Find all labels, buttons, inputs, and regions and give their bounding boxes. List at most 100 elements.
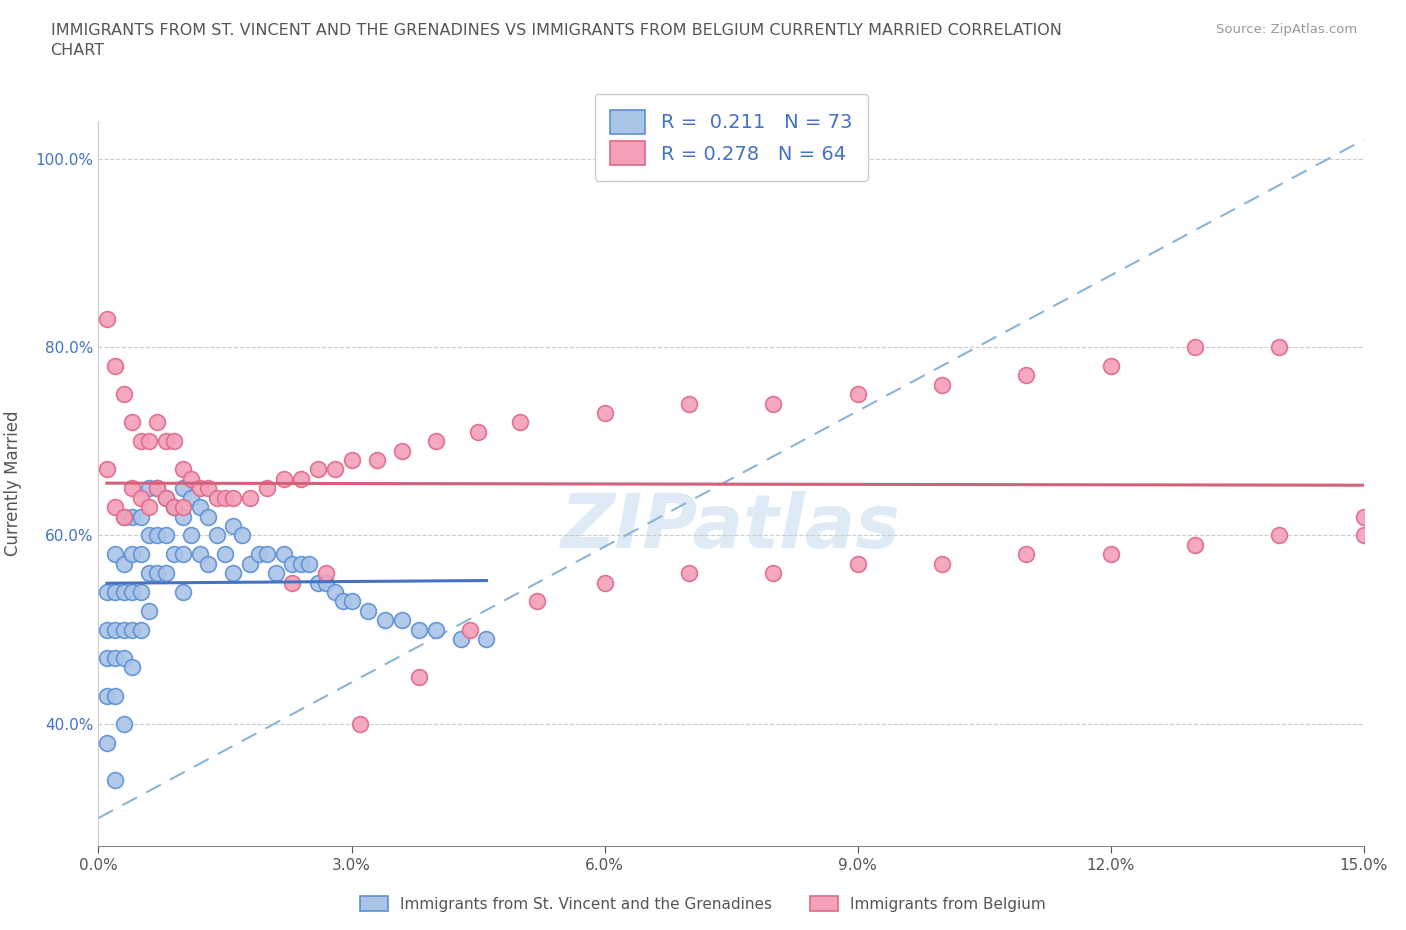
Point [307,462,329,477]
Point [155,565,177,580]
Point [222,490,245,505]
Point [281,556,304,571]
Point [104,499,127,514]
Point [256,547,278,562]
Point [307,575,329,590]
Point [458,622,481,637]
Point [425,433,447,448]
Point [180,490,202,505]
Point [332,594,354,609]
Point [129,584,152,599]
Point [846,387,869,402]
Point [121,481,143,496]
Point [96,688,118,703]
Point [205,528,228,543]
Point [1353,509,1375,524]
Point [846,556,869,571]
Point [96,622,118,637]
Point [323,462,346,477]
Point [509,415,531,430]
Point [104,358,127,373]
Point [138,433,160,448]
Point [222,565,245,580]
Point [121,660,143,675]
Point [315,575,337,590]
Text: IMMIGRANTS FROM ST. VINCENT AND THE GRENADINES VS IMMIGRANTS FROM BELGIUM CURREN: IMMIGRANTS FROM ST. VINCENT AND THE GREN… [51,23,1062,58]
Point [205,490,228,505]
Point [129,509,152,524]
Point [146,415,169,430]
Point [214,547,236,562]
Point [273,547,295,562]
Point [138,565,160,580]
Point [290,556,312,571]
Point [188,547,211,562]
Point [138,499,160,514]
Point [96,462,118,477]
Point [264,565,287,580]
Point [931,556,953,571]
Point [239,490,262,505]
Point [129,547,152,562]
Point [1015,547,1038,562]
Point [197,509,219,524]
Point [146,481,169,496]
Point [315,565,337,580]
Point [104,688,127,703]
Point [593,405,616,420]
Point [112,584,135,599]
Point [214,490,236,505]
Point [256,481,278,496]
Point [112,650,135,665]
Point [357,604,380,618]
Point [121,584,143,599]
Point [155,433,177,448]
Point [391,444,413,458]
Point [1268,528,1291,543]
Text: ZIPatlas: ZIPatlas [561,491,901,564]
Point [180,472,202,486]
Point [374,613,396,628]
Point [408,622,430,637]
Point [678,396,700,411]
Point [129,622,152,637]
Point [197,481,219,496]
Point [112,622,135,637]
Point [155,490,177,505]
Point [762,396,785,411]
Point [172,547,194,562]
Point [340,453,363,468]
Point [112,556,135,571]
Point [340,594,363,609]
Point [96,736,118,751]
Point [112,509,135,524]
Point [1184,339,1206,354]
Y-axis label: Currently Married: Currently Married [4,411,21,556]
Point [104,547,127,562]
Point [273,472,295,486]
Point [163,499,186,514]
Point [138,481,160,496]
Point [467,424,489,439]
Point [526,594,548,609]
Point [425,622,447,637]
Point [121,547,143,562]
Point [121,622,143,637]
Point [163,433,186,448]
Point [155,490,177,505]
Point [298,556,321,571]
Text: Source: ZipAtlas.com: Source: ZipAtlas.com [1216,23,1357,36]
Point [104,773,127,788]
Point [172,499,194,514]
Point [349,716,371,731]
Point [129,490,152,505]
Point [146,565,169,580]
Point [146,528,169,543]
Point [593,575,616,590]
Point [281,575,304,590]
Point [104,584,127,599]
Point [1268,339,1291,354]
Point [450,631,472,646]
Point [188,481,211,496]
Point [121,509,143,524]
